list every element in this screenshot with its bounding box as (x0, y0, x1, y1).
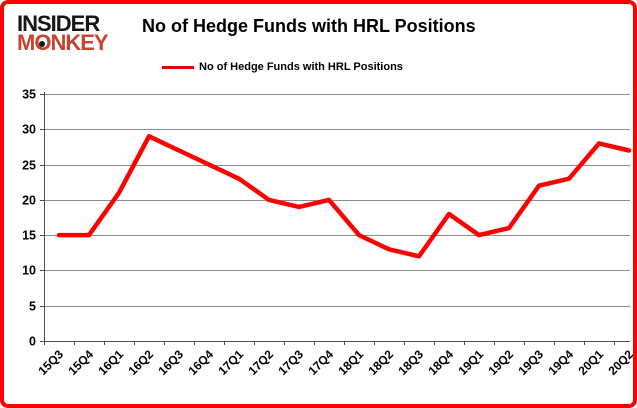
x-axis-label: 17Q3 (275, 347, 306, 378)
y-axis-label: 25 (22, 159, 36, 173)
x-axis-label: 16Q1 (95, 347, 126, 378)
legend-line-swatch (162, 65, 194, 69)
x-axis-label: 19Q2 (485, 347, 516, 378)
x-axis-label: 19Q3 (515, 347, 546, 378)
y-axis-label: 15 (22, 229, 36, 243)
x-axis-label: 17Q1 (215, 347, 246, 378)
insider-monkey-logo: INSIDER MONKEY (17, 12, 109, 56)
chart-title: No of Hedge Funds with HRL Positions (142, 16, 476, 36)
x-axis-label: 17Q2 (245, 347, 276, 378)
x-axis-label: 18Q4 (425, 347, 456, 378)
x-axis-label: 20Q1 (575, 347, 606, 378)
x-axis-label: 18Q1 (335, 347, 366, 378)
y-axis-label: 30 (22, 123, 36, 137)
x-axis-label: 18Q2 (365, 347, 396, 378)
x-axis-label: 19Q4 (545, 347, 576, 378)
series-line (56, 134, 632, 259)
x-axis-label: 16Q3 (155, 347, 186, 378)
x-axis-label: 19Q1 (455, 347, 486, 378)
x-axis-label: 15Q3 (35, 347, 66, 378)
y-axis-label: 0 (29, 335, 36, 349)
x-axis-label: 17Q4 (305, 347, 336, 378)
legend: No of Hedge Funds with HRL Positions (162, 61, 403, 73)
legend-label: No of Hedge Funds with HRL Positions (199, 61, 403, 73)
x-axis-label: 20Q2 (605, 347, 636, 378)
y-axis-label: 20 (22, 194, 36, 208)
x-axis-label: 16Q4 (185, 347, 216, 378)
logo-word-monkey: MONKEY (17, 30, 109, 56)
x-axis-label: 18Q3 (395, 347, 426, 378)
y-axis-label: 5 (29, 300, 36, 314)
x-axis-label: 16Q2 (125, 347, 156, 378)
y-axis-label: 10 (22, 264, 36, 278)
x-axis-label: 15Q4 (65, 347, 96, 378)
y-axis-label: 35 (22, 88, 36, 102)
